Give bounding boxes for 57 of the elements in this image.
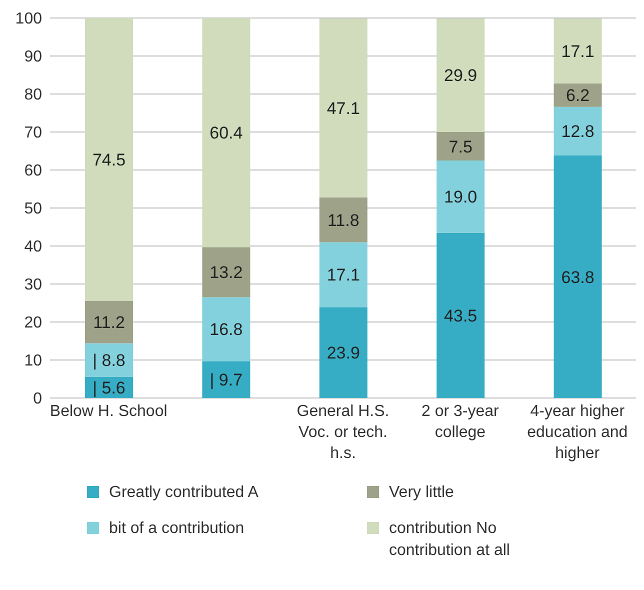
legend-label: Greatly contributed A [109,483,260,503]
bar [319,307,368,398]
bar [202,247,250,298]
bar [85,300,133,344]
y-tick-label: 0 [33,390,42,408]
y-tick-label: 80 [24,86,42,104]
data-label: 17.1 [561,42,594,61]
data-label: 74.5 [92,150,126,170]
legend-label: bit of a contribution [109,519,246,539]
data-label: | 8.8 [92,351,126,370]
y-tick-label: 50 [24,200,42,218]
bar [436,232,485,398]
bar [554,18,602,84]
y-tick-label: 10 [24,352,42,370]
bar [202,18,250,248]
data-label: 12.8 [561,122,594,142]
data-label: | 9.7 [210,370,243,390]
y-tick-label: 40 [24,238,42,256]
bar [554,106,602,156]
y-tick-label: 100 [15,10,42,28]
y-tick-label: 70 [24,124,42,142]
bar [436,160,485,233]
bar [436,132,485,160]
legend-label: contribution No contribution at all [389,519,511,561]
bar [202,297,250,362]
legend-label: Very little [389,483,455,503]
bar [85,18,133,301]
data-label: 43.5 [444,306,478,326]
x-tick-label: 4-year higher education and higher [527,403,628,462]
data-label: 16.8 [210,320,243,340]
data-label: 11.8 [327,210,360,230]
bar [436,18,485,132]
data-label: 19.0 [444,188,478,207]
data-label: 47.1 [326,98,360,118]
data-label: 63.8 [561,268,594,287]
bar [319,18,368,198]
data-label: 13.2 [210,263,243,282]
data-label: 6.2 [566,86,590,106]
data-label: 11.2 [93,313,125,332]
data-label: 7.5 [448,137,472,156]
data-label: 23.9 [326,344,360,363]
y-tick-label: 90 [24,48,42,66]
y-tick-label: 60 [24,162,42,180]
y-tick-label: 20 [24,314,42,332]
bar [319,242,368,308]
bar [319,197,368,242]
bar [554,156,602,398]
x-tick-label: General H.S. Voc. or tech. h.s. [296,403,390,462]
data-label: 17.1 [326,266,360,285]
x-tick-label: 2 or 3-year college [422,403,500,441]
data-label: 29.9 [444,66,478,86]
data-label: | 5.6 [92,378,126,398]
x-tick-label: Below H. School [50,403,168,420]
bar [554,83,602,107]
data-label: 60.4 [210,124,243,143]
bar [202,361,250,398]
y-tick-label: 30 [24,276,42,294]
